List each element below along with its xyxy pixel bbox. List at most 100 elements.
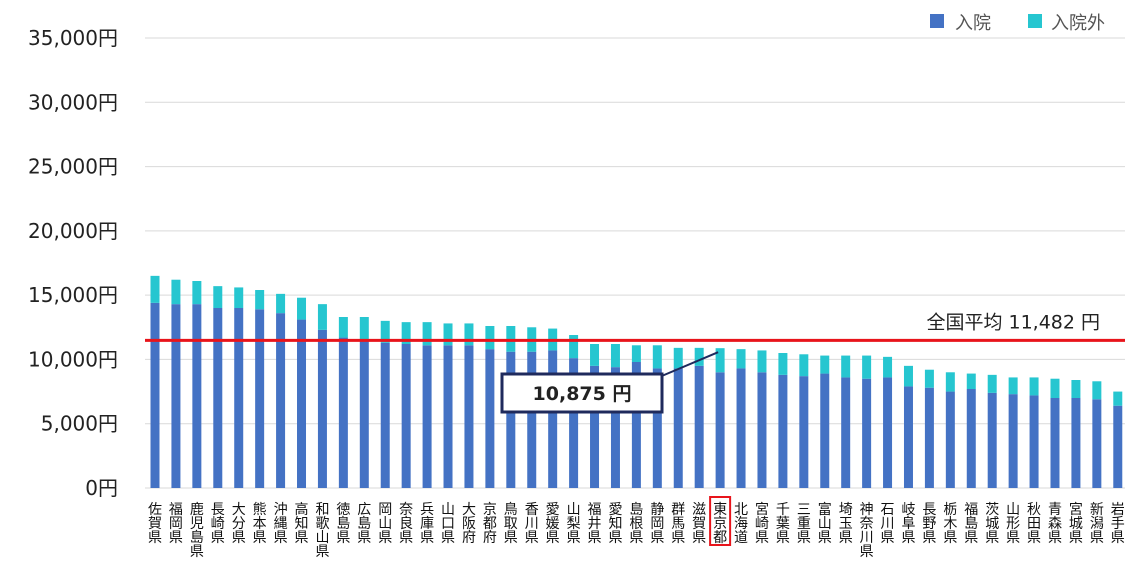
bar-segment-outpatient bbox=[820, 355, 830, 374]
category-label-text: 山形県 bbox=[1006, 502, 1020, 546]
category-label-text: 岩手県 bbox=[1111, 502, 1125, 546]
category-label-text: 愛媛県 bbox=[546, 502, 560, 546]
bar-segment-outpatient bbox=[841, 355, 851, 378]
category-label-text: 新潟県 bbox=[1090, 502, 1104, 546]
bar-segment-inpatient bbox=[276, 313, 286, 488]
category-label: 群馬県 bbox=[671, 502, 685, 546]
bar-segment-outpatient bbox=[401, 322, 411, 344]
category-label: 千葉県 bbox=[776, 502, 790, 546]
category-label-text: 富山県 bbox=[818, 501, 832, 546]
bar-segment-outpatient bbox=[359, 317, 369, 341]
category-label: 熊本県 bbox=[253, 502, 267, 546]
category-label: 徳島県 bbox=[336, 502, 350, 546]
y-tick-label: 0円 bbox=[85, 476, 118, 500]
bar-segment-inpatient bbox=[171, 304, 181, 488]
category-label-text: 大分県 bbox=[232, 502, 246, 546]
bar-segment-inpatient bbox=[694, 365, 704, 488]
category-label: 佐賀県 bbox=[148, 502, 162, 546]
bar-segment-inpatient bbox=[652, 368, 662, 488]
category-label-text: 高知県 bbox=[295, 501, 309, 546]
category-label-text: 宮崎県 bbox=[755, 502, 769, 546]
category-label: 愛知県 bbox=[608, 502, 622, 546]
category-label: 青森県 bbox=[1048, 502, 1062, 546]
bar-segment-outpatient bbox=[485, 326, 495, 350]
category-label-text: 茨城県 bbox=[985, 502, 999, 546]
bar-segment-outpatient bbox=[883, 356, 893, 378]
category-label-text: 京都府 bbox=[483, 502, 497, 546]
bar-segment-outpatient bbox=[1050, 378, 1060, 398]
category-label: 京都府 bbox=[483, 502, 497, 546]
category-label-text: 埼玉県 bbox=[839, 502, 853, 546]
category-label: 鳥取県 bbox=[504, 502, 518, 546]
bar-segment-outpatient bbox=[422, 322, 432, 346]
category-label: 岡山県 bbox=[378, 502, 392, 546]
bar-segment-inpatient bbox=[715, 372, 725, 488]
bar-segment-outpatient bbox=[736, 349, 746, 369]
category-label-text: 岐阜県 bbox=[901, 502, 915, 546]
bar-segment-outpatient bbox=[694, 347, 704, 366]
category-label-text: 北海道 bbox=[734, 502, 748, 546]
bar-segment-inpatient bbox=[778, 374, 788, 488]
category-label-text: 熊本県 bbox=[253, 502, 267, 546]
bar-segment-inpatient bbox=[610, 367, 620, 488]
bars bbox=[150, 275, 1123, 488]
category-label: 島根県 bbox=[629, 502, 643, 546]
category-label: 沖縄県 bbox=[274, 502, 288, 546]
bar-segment-outpatient bbox=[924, 369, 934, 388]
bar-segment-outpatient bbox=[673, 347, 683, 369]
bar-segment-inpatient bbox=[820, 373, 830, 488]
bar-segment-inpatient bbox=[548, 350, 558, 488]
bar-segment-inpatient bbox=[150, 302, 160, 488]
category-label-text: 山口県 bbox=[441, 502, 455, 546]
bar-segment-inpatient bbox=[1113, 405, 1123, 488]
category-label-text: 石川県 bbox=[881, 502, 895, 546]
bar-segment-inpatient bbox=[841, 377, 851, 488]
category-label-text: 静岡県 bbox=[650, 502, 664, 546]
category-label: 山梨県 bbox=[567, 502, 581, 546]
category-label-text: 大阪府 bbox=[462, 502, 476, 546]
category-label-text: 長崎県 bbox=[211, 502, 225, 546]
bar-segment-inpatient bbox=[569, 358, 579, 488]
category-label: 栃木県 bbox=[943, 502, 957, 546]
bar-segment-inpatient bbox=[192, 304, 202, 488]
bar-segment-inpatient bbox=[213, 308, 223, 488]
category-label: 和歌山県 bbox=[315, 502, 329, 560]
category-label: 福島県 bbox=[964, 502, 978, 546]
category-label: 滋賀県 bbox=[692, 502, 706, 546]
category-label: 香川県 bbox=[525, 502, 539, 546]
y-tick-label: 30,000円 bbox=[28, 90, 118, 114]
category-label: 大阪府 bbox=[462, 502, 476, 546]
bar-segment-inpatient bbox=[1071, 398, 1081, 488]
bar-segment-inpatient bbox=[903, 386, 913, 488]
bar-segment-outpatient bbox=[590, 344, 600, 366]
bar-segment-inpatient bbox=[443, 345, 453, 488]
bar-segment-inpatient bbox=[590, 365, 600, 488]
bar-segment-inpatient bbox=[631, 362, 641, 488]
callout: 10,875 円 bbox=[500, 351, 719, 414]
category-label-text: 鹿児島県 bbox=[190, 501, 204, 560]
category-label: 静岡県 bbox=[650, 502, 664, 546]
callout-label: 10,875 円 bbox=[533, 383, 632, 405]
bar-segment-inpatient bbox=[485, 349, 495, 488]
bar-segment-outpatient bbox=[255, 290, 265, 310]
bar-segment-inpatient bbox=[945, 391, 955, 488]
category-label: 山口県 bbox=[441, 502, 455, 546]
bar-segment-outpatient bbox=[569, 335, 579, 359]
category-label-text: 滋賀県 bbox=[692, 502, 706, 546]
bar-segment-inpatient bbox=[736, 368, 746, 488]
y-axis-ticks: 0円 5,000円 10,000円 15,000円 20,000円 25,000円 30,0… bbox=[28, 26, 118, 500]
bar-segment-outpatient bbox=[380, 320, 390, 343]
bar-segment-inpatient bbox=[422, 345, 432, 488]
legend: 入院 入院外 bbox=[930, 13, 1105, 34]
bar-segment-inpatient bbox=[506, 351, 516, 488]
category-label-text: 青森県 bbox=[1048, 502, 1062, 546]
category-label: 秋田県 bbox=[1027, 502, 1041, 546]
category-label: 北海道 bbox=[734, 502, 748, 546]
highlight-box bbox=[709, 496, 732, 546]
category-label-text: 長野県 bbox=[922, 502, 936, 546]
category-label-text: 秋田県 bbox=[1027, 502, 1041, 546]
bar-segment-outpatient bbox=[652, 345, 662, 369]
bar-segment-inpatient bbox=[673, 368, 683, 488]
y-tick-label: 5,000円 bbox=[41, 412, 118, 436]
average-label: 全国平均 11,482 円 bbox=[926, 311, 1100, 333]
